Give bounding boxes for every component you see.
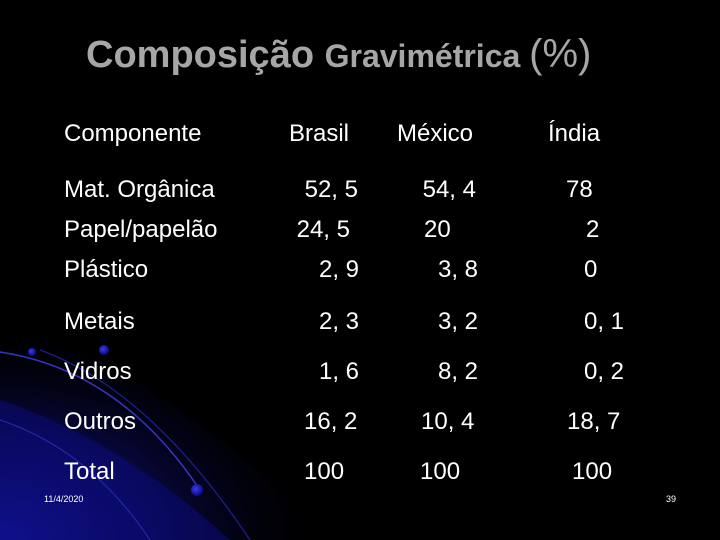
cell-mexico-others: 10, 4	[421, 408, 475, 435]
dot-1	[28, 348, 36, 356]
blue-swoosh-inner	[0, 400, 230, 540]
cell-india-plastic: 0	[584, 256, 598, 283]
cell-mexico-paper: 20	[424, 216, 451, 243]
row-label-metals: Metais	[64, 308, 135, 335]
cell-mexico-total: 100	[420, 458, 461, 485]
page-number: 39	[666, 494, 677, 504]
cell-india-others: 18, 7	[567, 408, 621, 435]
cell-brasil-plastic: 2, 9	[318, 256, 359, 283]
header-mexico: México	[397, 120, 474, 147]
cell-brasil-organic: 52, 5	[304, 176, 358, 203]
cell-india-organic: 78	[566, 176, 593, 203]
curve-line-1	[0, 351, 201, 491]
cell-brasil-total: 100	[304, 458, 345, 485]
title-main: Composição	[86, 34, 325, 76]
cell-mexico-plastic: 3, 8	[437, 256, 478, 283]
row-label-plastic: Plástico	[64, 256, 149, 283]
dot-3	[191, 484, 203, 496]
cell-india-paper: 2	[586, 216, 600, 243]
title-sub: Gravimétrica	[324, 38, 530, 74]
slide-title: Composição Gravimétrica (%)	[86, 34, 591, 74]
cell-india-metals: 0, 1	[584, 308, 625, 335]
cell-brasil-glass: 1, 6	[318, 358, 359, 385]
header-india: Índia	[548, 120, 601, 147]
header-component: Componente	[64, 120, 202, 147]
curve-line-2	[39, 349, 251, 540]
cell-brasil-metals: 2, 3	[318, 308, 359, 335]
cell-india-total: 100	[572, 458, 613, 485]
cell-mexico-glass: 8, 2	[437, 358, 478, 385]
row-label-organic: Mat. Orgânica	[64, 176, 215, 203]
header-brasil: Brasil	[289, 120, 350, 147]
cell-brasil-paper: 24, 5	[296, 216, 350, 243]
cell-mexico-metals: 3, 2	[437, 308, 478, 335]
row-label-total: Total	[64, 458, 115, 485]
cell-india-glass: 0, 2	[584, 358, 625, 385]
curve-line-3	[0, 419, 151, 540]
cell-brasil-others: 16, 2	[304, 408, 358, 435]
row-label-paper: Papel/papelão	[64, 216, 218, 243]
cell-mexico-organic: 54, 4	[422, 176, 476, 203]
row-label-glass: Vidros	[64, 358, 132, 385]
title-percent: (%)	[529, 32, 592, 76]
dot-2	[99, 345, 109, 355]
row-label-others: Outros	[64, 408, 137, 435]
footer-date: 11/4/2020	[44, 494, 84, 504]
